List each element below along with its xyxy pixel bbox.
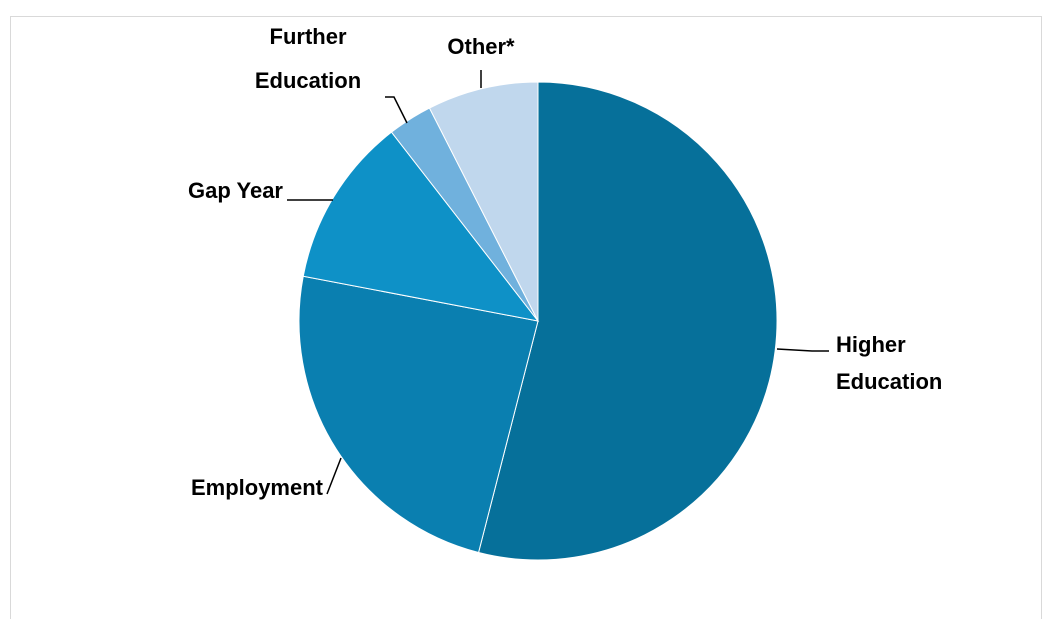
pie-slice-higher-education[interactable] bbox=[477, 81, 778, 561]
pie-slice-employment[interactable] bbox=[298, 275, 539, 554]
data-label-line: Education bbox=[836, 369, 942, 394]
data-label-line: Education bbox=[255, 68, 361, 93]
pie-slice-other[interactable] bbox=[428, 81, 539, 322]
data-label-further-education: Further Education bbox=[255, 24, 361, 93]
data-label-line: Further bbox=[270, 24, 347, 49]
chart-frame bbox=[10, 16, 1042, 619]
leader-line-further-education bbox=[385, 96, 408, 124]
data-label-line: Gap Year bbox=[188, 178, 283, 203]
leader-line-employment bbox=[326, 457, 342, 495]
data-label-line: Higher bbox=[836, 332, 906, 357]
leader-line-higher-education bbox=[776, 348, 829, 352]
data-label-other: Other* bbox=[447, 34, 515, 59]
data-label-line: Employment bbox=[191, 475, 324, 500]
data-label-gap-year: Gap Year bbox=[188, 178, 283, 203]
data-label-higher-education: Higher Education bbox=[836, 332, 942, 394]
pie-slice-gap-year[interactable] bbox=[302, 131, 540, 322]
data-label-employment: Employment bbox=[191, 475, 324, 500]
data-label-line: Other* bbox=[447, 34, 515, 59]
